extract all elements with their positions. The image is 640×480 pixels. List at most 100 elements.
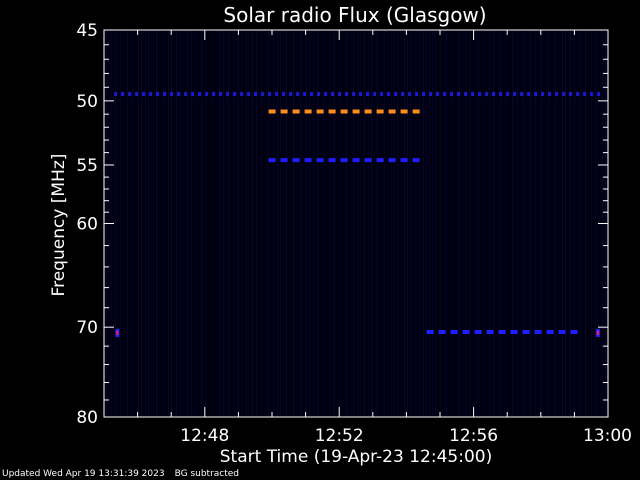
texture-streak bbox=[432, 30, 433, 417]
texture-streak bbox=[548, 30, 549, 417]
emission-dash bbox=[219, 92, 223, 97]
texture-streak bbox=[241, 30, 242, 417]
texture-streak bbox=[317, 30, 318, 417]
texture-streak bbox=[364, 30, 365, 417]
texture-streak bbox=[574, 30, 575, 417]
emission-dash bbox=[177, 92, 181, 97]
emission-dash bbox=[408, 92, 412, 97]
emission-dash bbox=[304, 109, 312, 114]
texture-streak bbox=[517, 30, 518, 417]
emission-dash bbox=[364, 109, 372, 114]
y-axis-label: Frequency [MHz] bbox=[49, 154, 69, 297]
texture-streak bbox=[234, 30, 235, 417]
emission-dash bbox=[555, 92, 559, 97]
emission-dash bbox=[170, 92, 174, 97]
texture-streak bbox=[277, 30, 278, 417]
emission-dash bbox=[376, 158, 384, 163]
texture-streak bbox=[591, 30, 592, 417]
texture-streak bbox=[555, 30, 556, 417]
emission-dash bbox=[226, 92, 230, 97]
emission-dash bbox=[198, 92, 202, 97]
emission-dash bbox=[292, 109, 300, 114]
emission-dash bbox=[121, 92, 125, 97]
emission-dash bbox=[499, 92, 503, 97]
emission-dash bbox=[268, 158, 276, 163]
texture-streak bbox=[426, 30, 427, 417]
texture-streak bbox=[535, 30, 536, 417]
emission-dash bbox=[331, 92, 335, 97]
texture-streak bbox=[195, 30, 196, 417]
texture-streak bbox=[339, 30, 340, 417]
emission-dash bbox=[328, 158, 336, 163]
texture-streak bbox=[138, 30, 139, 417]
texture-streak bbox=[273, 30, 274, 417]
emission-dash bbox=[156, 92, 160, 97]
texture-streak bbox=[293, 30, 294, 417]
emission-dash bbox=[149, 92, 153, 97]
emission-dash bbox=[534, 92, 538, 97]
emission-dash bbox=[373, 92, 377, 97]
texture-streak bbox=[565, 30, 566, 417]
emission-dash bbox=[570, 330, 578, 334]
y-tick-label: 45 bbox=[76, 21, 98, 41]
texture-streak bbox=[459, 30, 460, 417]
texture-streak bbox=[286, 30, 287, 417]
texture-streak bbox=[523, 30, 524, 417]
emission-dash bbox=[280, 109, 288, 114]
texture-streak bbox=[120, 30, 121, 417]
texture-streak bbox=[353, 30, 354, 417]
texture-streak bbox=[404, 30, 405, 417]
texture-streak bbox=[306, 30, 307, 417]
x-tick-label: 12:52 bbox=[315, 426, 364, 446]
emission-dash bbox=[510, 330, 518, 334]
emission-dash bbox=[268, 92, 272, 97]
texture-streak bbox=[371, 30, 372, 417]
emission-dash bbox=[597, 92, 601, 97]
texture-streak bbox=[141, 30, 142, 417]
texture-streak bbox=[394, 30, 395, 417]
emission-dash bbox=[282, 92, 286, 97]
texture-streak bbox=[127, 30, 128, 417]
spectrogram-texture bbox=[106, 30, 606, 417]
emission-dash bbox=[316, 158, 324, 163]
emission-dash bbox=[541, 92, 545, 97]
emission-dash bbox=[464, 92, 468, 97]
emission-dash bbox=[527, 92, 531, 97]
texture-streak bbox=[156, 30, 157, 417]
emission-dash bbox=[310, 92, 314, 97]
texture-streak bbox=[446, 30, 447, 417]
texture-streak bbox=[330, 30, 331, 417]
texture-streak bbox=[358, 30, 359, 417]
emission-dash bbox=[340, 158, 348, 163]
emission-dash bbox=[304, 158, 312, 163]
texture-streak bbox=[368, 30, 369, 417]
texture-streak bbox=[595, 30, 596, 417]
emission-dash bbox=[562, 92, 566, 97]
texture-streak bbox=[440, 30, 441, 417]
emission-dash bbox=[412, 158, 420, 163]
emission-dash bbox=[576, 92, 580, 97]
texture-streak bbox=[469, 30, 470, 417]
texture-streak bbox=[145, 30, 146, 417]
texture-streak bbox=[261, 30, 262, 417]
texture-streak bbox=[168, 30, 169, 417]
texture-streak bbox=[476, 30, 477, 417]
emission-dash bbox=[522, 330, 530, 334]
emission-dash bbox=[462, 330, 470, 334]
texture-streak bbox=[410, 30, 411, 417]
emission-features bbox=[114, 92, 601, 337]
texture-streak bbox=[493, 30, 494, 417]
texture-streak bbox=[238, 30, 239, 417]
emission-dash bbox=[471, 92, 475, 97]
emission-dash bbox=[191, 92, 195, 97]
emission-dash bbox=[280, 158, 288, 163]
y-tick-label: 50 bbox=[76, 92, 98, 112]
texture-streak bbox=[223, 30, 224, 417]
emission-dash bbox=[426, 330, 434, 334]
y-tick-label: 80 bbox=[76, 408, 98, 428]
texture-streak bbox=[423, 30, 424, 417]
emission-dash bbox=[352, 109, 360, 114]
texture-streak bbox=[541, 30, 542, 417]
texture-streak bbox=[176, 30, 177, 417]
